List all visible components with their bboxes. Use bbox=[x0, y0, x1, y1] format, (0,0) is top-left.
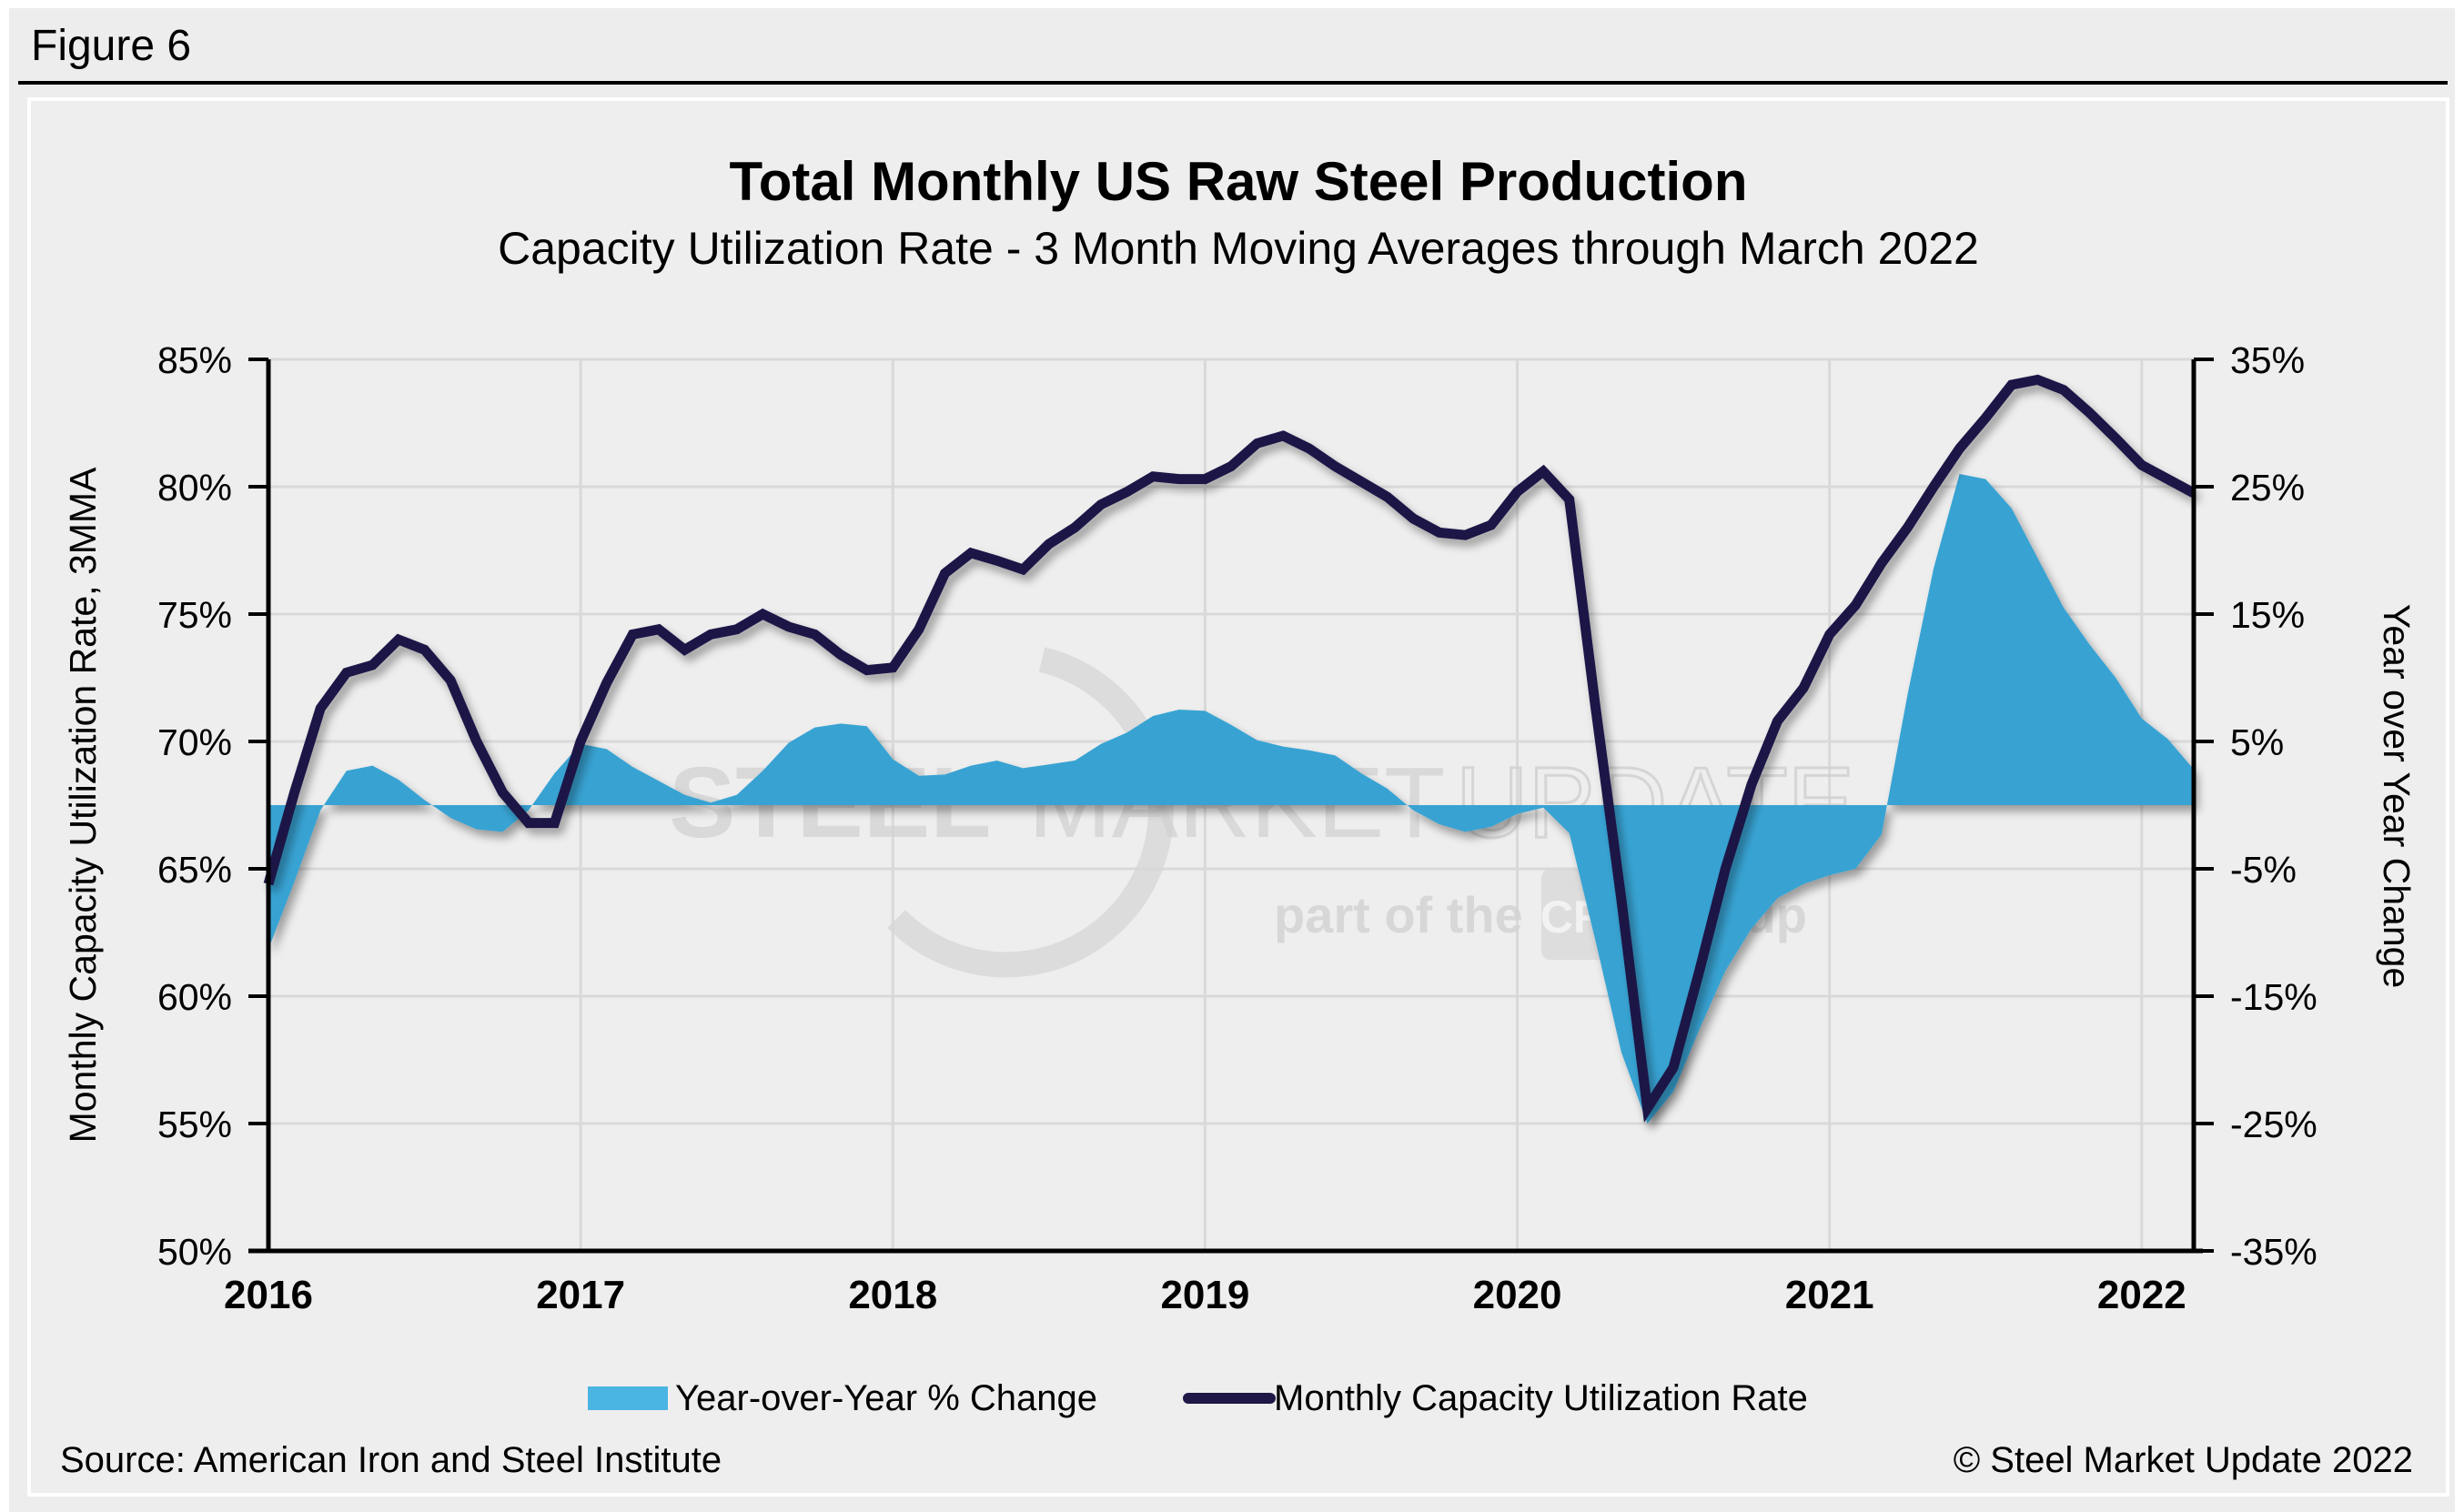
x-tick-label: 2019 bbox=[1160, 1273, 1249, 1317]
legend-label-line: Monthly Capacity Utilization Rate bbox=[1274, 1378, 1808, 1418]
y-tick-label-left: 70% bbox=[157, 721, 232, 763]
figure-label: Figure 6 bbox=[31, 22, 192, 70]
x-tick-label: 2016 bbox=[224, 1273, 313, 1317]
x-tick-label: 2022 bbox=[2097, 1273, 2186, 1317]
watermark-tagline-pre: part of the bbox=[1274, 886, 1523, 943]
y-tick-label-right: -15% bbox=[2230, 976, 2318, 1018]
y-axis-title-left: Monthly Capacity Utilization Rate, 3MMA bbox=[62, 467, 104, 1143]
y-tick-label-left: 60% bbox=[157, 976, 232, 1018]
source-note: Source: American Iron and Steel Institut… bbox=[60, 1440, 722, 1480]
y-tick-label-right: -5% bbox=[2230, 849, 2297, 891]
y-tick-label-right: 5% bbox=[2230, 721, 2284, 763]
axes bbox=[248, 358, 2214, 1254]
yoy-area-series bbox=[268, 474, 2194, 1124]
y-axis-title-right: Year over Year Change bbox=[2376, 604, 2418, 989]
copyright-note: © Steel Market Update 2022 bbox=[1954, 1440, 2413, 1480]
utilization-line bbox=[263, 374, 2196, 1124]
chart-title: Total Monthly US Raw Steel Production bbox=[730, 151, 1748, 212]
yoy-area-fill bbox=[268, 474, 2194, 1124]
y-tick-label-left: 85% bbox=[157, 339, 232, 381]
tick-labels: 50% 55% 60% 65% 70% 75% 80% 85% -35% -25% -15% -5% 5… bbox=[157, 339, 2318, 1317]
chart-subtitle: Capacity Utilization Rate - 3 Month Movi… bbox=[498, 223, 1979, 274]
legend: Year-over-Year % Change Monthly Capacity… bbox=[588, 1378, 1808, 1418]
gridlines bbox=[268, 358, 2194, 1251]
x-tick-label: 2020 bbox=[1473, 1273, 1562, 1317]
y-tick-label-right: -25% bbox=[2230, 1104, 2318, 1145]
y-tick-label-right: 35% bbox=[2230, 339, 2305, 381]
y-tick-label-left: 50% bbox=[157, 1231, 232, 1273]
legend-swatch-area bbox=[588, 1386, 668, 1410]
utilization-line-series bbox=[263, 374, 2196, 1124]
x-tick-label: 2017 bbox=[536, 1273, 625, 1317]
y-tick-label-left: 75% bbox=[157, 594, 232, 636]
y-tick-label-right: -35% bbox=[2230, 1231, 2318, 1273]
watermark-swoosh-icon bbox=[887, 647, 1174, 978]
y-tick-label-left: 80% bbox=[157, 467, 232, 509]
y-tick-label-right: 25% bbox=[2230, 467, 2305, 509]
figure-rule-divider bbox=[18, 81, 2448, 85]
legend-label-area: Year-over-Year % Change bbox=[675, 1378, 1097, 1418]
y-tick-label-right: 15% bbox=[2230, 594, 2305, 636]
x-tick-label: 2021 bbox=[1785, 1273, 1874, 1317]
x-tick-label: 2018 bbox=[848, 1273, 937, 1317]
y-tick-label-left: 55% bbox=[157, 1104, 232, 1145]
y-tick-label-left: 65% bbox=[157, 849, 232, 891]
